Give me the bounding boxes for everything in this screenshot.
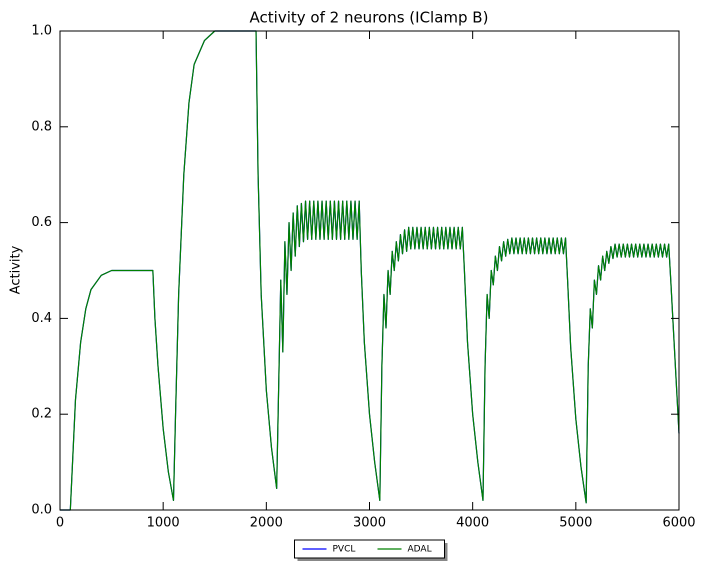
x-tick-label: 5000 (559, 516, 592, 531)
y-tick-label: 0.2 (31, 407, 52, 422)
y-tick-label: 0.6 (31, 215, 52, 230)
y-tick-label: 0.4 (31, 311, 52, 326)
legend-label: ADAL (408, 545, 432, 555)
x-tick-label: 6000 (662, 516, 695, 531)
y-tick-label: 1.0 (31, 24, 52, 39)
y-axis-label: Activity (9, 245, 24, 294)
legend-label: PVCL (333, 545, 356, 555)
x-tick-label: 3000 (353, 516, 386, 531)
x-tick-label: 0 (56, 516, 64, 531)
y-tick-label: 0.0 (31, 503, 52, 518)
legend-box (294, 539, 445, 559)
y-tick-label: 0.8 (31, 119, 52, 134)
x-tick-label: 4000 (456, 516, 489, 531)
x-tick-label: 1000 (147, 516, 180, 531)
x-tick-label: 2000 (250, 516, 283, 531)
series-line (60, 30, 680, 511)
chart-title: Activity of 2 neurons (IClamp B) (250, 9, 489, 27)
